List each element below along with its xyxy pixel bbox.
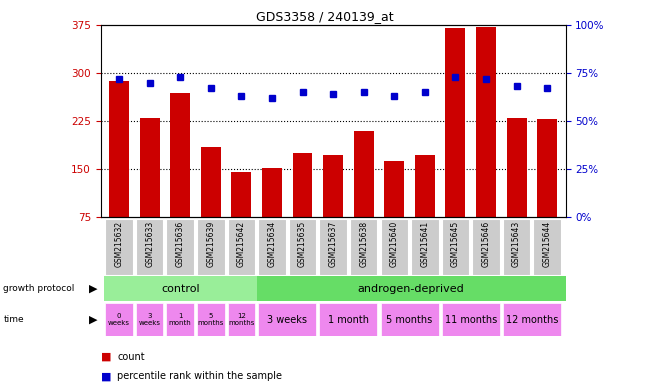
Bar [411, 219, 439, 275]
Text: GSM215641: GSM215641 [421, 220, 430, 266]
Bar [323, 155, 343, 217]
Text: GSM215644: GSM215644 [543, 220, 552, 267]
Bar [227, 219, 255, 275]
Bar [473, 219, 500, 275]
Bar [476, 27, 496, 217]
Bar [105, 303, 133, 336]
Bar [319, 219, 347, 275]
Bar [445, 28, 465, 217]
Text: GSM215643: GSM215643 [512, 220, 521, 267]
Bar [109, 81, 129, 217]
Text: 12
months: 12 months [228, 313, 255, 326]
Bar [350, 219, 378, 275]
Text: count: count [117, 352, 144, 362]
Text: control: control [161, 284, 200, 294]
Bar [292, 153, 313, 217]
Bar [506, 118, 526, 217]
Text: ■: ■ [101, 371, 111, 381]
Bar [319, 303, 378, 336]
Bar [384, 161, 404, 217]
Bar [441, 303, 500, 336]
Bar [170, 93, 190, 217]
Bar [166, 219, 194, 275]
Bar [534, 219, 561, 275]
Text: percentile rank within the sample: percentile rank within the sample [117, 371, 282, 381]
Text: 11 months: 11 months [445, 314, 497, 325]
Bar [441, 219, 469, 275]
Text: 0
weeks: 0 weeks [108, 313, 130, 326]
Text: growth protocol: growth protocol [3, 285, 75, 293]
Bar [105, 219, 133, 275]
Bar [104, 276, 257, 301]
Bar [201, 147, 221, 217]
Text: 3 weeks: 3 weeks [267, 314, 307, 325]
Bar [289, 219, 317, 275]
Bar [380, 219, 408, 275]
Bar [231, 172, 252, 217]
Text: androgen-deprived: androgen-deprived [358, 284, 465, 294]
Bar [258, 219, 286, 275]
Text: 5
months: 5 months [198, 313, 224, 326]
Text: GSM215634: GSM215634 [267, 220, 276, 267]
Bar [136, 303, 163, 336]
Bar [380, 303, 439, 336]
Text: GSM215645: GSM215645 [451, 220, 460, 267]
Bar [415, 155, 435, 217]
Bar [227, 303, 255, 336]
Text: GSM215637: GSM215637 [329, 220, 337, 267]
Text: GSM215642: GSM215642 [237, 220, 246, 266]
Text: GSM215646: GSM215646 [482, 220, 491, 267]
Bar [258, 303, 317, 336]
Text: GSM215640: GSM215640 [390, 220, 399, 267]
Text: GSM215632: GSM215632 [114, 220, 124, 266]
Text: 1 month: 1 month [328, 314, 369, 325]
Text: 12 months: 12 months [506, 314, 558, 325]
Bar [197, 219, 225, 275]
Text: 5 months: 5 months [387, 314, 433, 325]
Text: GSM215636: GSM215636 [176, 220, 185, 267]
Text: GSM215639: GSM215639 [206, 220, 215, 267]
Text: 3
weeks: 3 weeks [138, 313, 161, 326]
Text: GSM215633: GSM215633 [145, 220, 154, 267]
Bar [197, 303, 225, 336]
Bar [140, 118, 160, 217]
Bar [354, 131, 374, 217]
Bar [503, 303, 561, 336]
Text: 1
month: 1 month [169, 313, 192, 326]
Bar [166, 303, 194, 336]
Text: ▶: ▶ [89, 314, 98, 325]
Text: ■: ■ [101, 352, 111, 362]
Bar [537, 119, 557, 217]
Bar [257, 276, 566, 301]
Bar [503, 219, 530, 275]
Bar [136, 219, 163, 275]
Text: GSM215635: GSM215635 [298, 220, 307, 267]
Text: time: time [3, 315, 24, 324]
Bar [262, 168, 282, 217]
Text: ▶: ▶ [89, 284, 98, 294]
Text: GDS3358 / 240139_at: GDS3358 / 240139_at [256, 10, 394, 23]
Text: GSM215638: GSM215638 [359, 220, 368, 266]
